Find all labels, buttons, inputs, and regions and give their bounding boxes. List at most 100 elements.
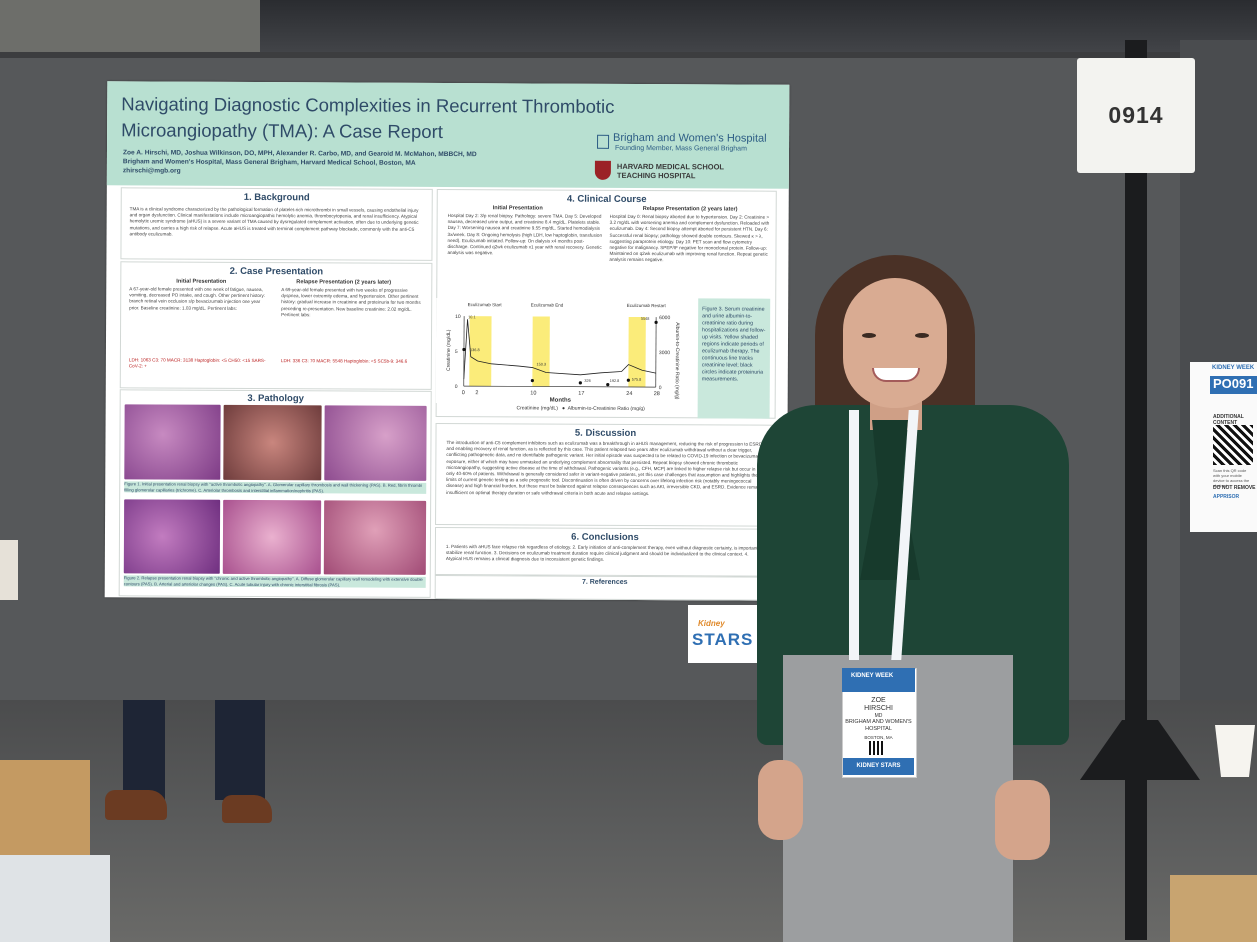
- legend-creatinine: Creatinine (mg/dL): [516, 405, 558, 412]
- case-relapse-labs: LDH: 336 C3: 70 MACR: 5548 Haptoglobin: …: [280, 358, 408, 364]
- eye: [915, 333, 929, 338]
- cup: [0, 540, 18, 600]
- kidney-stars-top: Kidney: [698, 619, 725, 628]
- shade-label: Eculizumab End: [531, 302, 564, 307]
- data-label: 192.8: [610, 379, 620, 383]
- acr-point: [530, 379, 534, 383]
- background-title: 1. Background: [243, 191, 310, 204]
- background-text: TMA is a clinical syndrome characterized…: [129, 206, 419, 237]
- tote-bag: [0, 855, 110, 942]
- poster-authors: Zoe A. Hirschi, MD, Joshua Wilkinson, DO…: [123, 148, 573, 177]
- clinical-title: 4. Clinical Course: [566, 193, 647, 206]
- pathology-title: 3. Pathology: [247, 392, 304, 405]
- badge-last-name: HIRSCHI: [864, 705, 893, 712]
- shade-label: Eculizumab Restart: [627, 303, 667, 308]
- kidney-stars-word: STARS: [692, 630, 754, 649]
- badge-organization: BRIGHAM AND WOMEN'S HOSPITAL: [845, 719, 912, 732]
- bwh-logo-subtitle: Founding Member, Mass General Brigham: [614, 144, 747, 153]
- x-tick-label: 24: [626, 391, 632, 397]
- pathology-panel: 3. Pathology Figure 1. Initial presentat…: [118, 389, 432, 598]
- harvard-shield-icon: [594, 160, 611, 180]
- shade-label: Eculizumab Start: [468, 302, 503, 307]
- neighbor-note: Scan this QR code with your mobile devic…: [1213, 468, 1250, 488]
- biopsy-image-1b: [223, 404, 322, 481]
- discussion-title: 5. Discussion: [574, 427, 637, 439]
- acr-point: [626, 378, 630, 382]
- kidney-stars-card: [688, 605, 766, 663]
- shoe: [222, 795, 272, 823]
- x-axis-label: Months: [550, 398, 572, 404]
- qr-code-icon: [1213, 425, 1253, 465]
- references-title: 7. References: [581, 578, 628, 586]
- clinical-relapse-text: Hospital Day 0: Renal biopsy aborted due…: [609, 213, 770, 263]
- biopsy-image-2b: [222, 499, 322, 575]
- figure2-caption: Figure 2. Relapse presentation renal bio…: [123, 575, 426, 588]
- x-tick-label: 17: [578, 391, 584, 397]
- eculizumab-shade: [532, 316, 550, 387]
- clinical-relapse-heading: Relapse Presentation (2 years later): [642, 206, 738, 213]
- figure1-caption: Figure 1. Initial presentation renal bio…: [124, 481, 427, 494]
- biopsy-image-2a: [123, 499, 221, 574]
- hms-logo-subtitle: TEACHING HOSPITAL: [616, 170, 696, 181]
- case-panel: 2. Case Presentation Initial Presentatio…: [119, 261, 433, 390]
- badge-city: BOSTON, MA: [864, 735, 893, 740]
- neighbor-do-not-remove: DO NOT REMOVE: [1213, 485, 1256, 491]
- background-panel: 1. Background TMA is a clinical syndrome…: [120, 187, 433, 261]
- biopsy-image-1c: [324, 405, 427, 481]
- lanyard: [849, 410, 859, 660]
- badge-ribbon: KIDNEY STARS: [843, 758, 914, 775]
- conclusions-text: 1. Patients with aHUS face relapse risk …: [445, 543, 763, 563]
- badge-qr-icon: [869, 741, 883, 755]
- board-pole: [1125, 40, 1147, 940]
- case-relapse-text: A 69-year-old female presented with two …: [281, 287, 421, 318]
- biopsy-image-1a: [124, 404, 221, 480]
- presenter-hand: [995, 780, 1050, 860]
- case-relapse-heading: Relapse Presentation (2 years later): [296, 279, 392, 286]
- acr-point: [578, 381, 582, 385]
- figure3-caption: Figure 3. Serum creatinine and urine alb…: [701, 306, 766, 383]
- y2-tick-label: 3000: [659, 350, 670, 356]
- clinical-initial-heading: Initial Presentation: [492, 205, 543, 212]
- x-tick-label: 28: [654, 391, 660, 397]
- bystander-legs: [123, 700, 265, 800]
- conclusions-panel: 6. Conclusions 1. Patients with aHUS fac…: [434, 526, 776, 577]
- hms-logo: HARVARD MEDICAL SCHOOL TEACHING HOSPITAL: [617, 162, 724, 181]
- research-poster: Navigating Diagnostic Complexities in Re…: [104, 81, 790, 601]
- clinical-initial-text: Hospital Day 2: 3/p renal biopsy. Pathol…: [447, 213, 603, 256]
- case-initial-text: A 67-year-old female presented with one …: [129, 286, 266, 311]
- neighbor-additional: ADDITIONAL CONTENT: [1213, 414, 1244, 426]
- booth-number-sign: 0914: [1077, 58, 1195, 173]
- badge-event: KIDNEY WEEK: [851, 673, 894, 679]
- data-label: 5548: [641, 317, 649, 321]
- badge-header: [842, 668, 915, 692]
- presenter-face: [843, 278, 947, 408]
- data-label: 10.1: [468, 315, 475, 319]
- acr-point: [654, 320, 658, 324]
- eculizumab-shade: [628, 316, 646, 388]
- data-label: 575.8: [632, 378, 642, 382]
- badge-degree: MD: [874, 713, 883, 719]
- cup: [1215, 725, 1255, 777]
- biopsy-image-2c: [323, 500, 427, 575]
- presenter-hand: [758, 760, 803, 840]
- data-label: 136.8: [470, 348, 480, 352]
- data-label: 326: [584, 379, 590, 383]
- case-title: 2. Case Presentation: [229, 265, 324, 278]
- y-axis-label: Creatinine (mg/dL): [446, 329, 452, 371]
- x-axis: [463, 385, 656, 388]
- shoe: [105, 790, 167, 820]
- y2-tick-label: 0: [659, 385, 662, 391]
- hospital-logo-icon: [597, 134, 610, 149]
- back-wall: [0, 0, 260, 60]
- eye: [862, 333, 876, 338]
- smile: [872, 368, 920, 382]
- y2-axis-label: Albumin-to-Creatinine Ratio (mg/g): [674, 322, 680, 400]
- references-panel: 7. References: [434, 574, 775, 601]
- creatinine-acr-chart: Eculizumab Start Eculizumab End Eculizumab…: [435, 297, 685, 405]
- x-tick-label: 2: [475, 390, 478, 396]
- neighbor-brand: APPRISOR: [1213, 494, 1240, 500]
- bwh-logo-text: Brigham and Women's Hospital: [613, 131, 767, 145]
- data-label: 150.3: [536, 362, 546, 366]
- y-tick-label: 10: [455, 314, 461, 320]
- acr-point: [606, 382, 610, 387]
